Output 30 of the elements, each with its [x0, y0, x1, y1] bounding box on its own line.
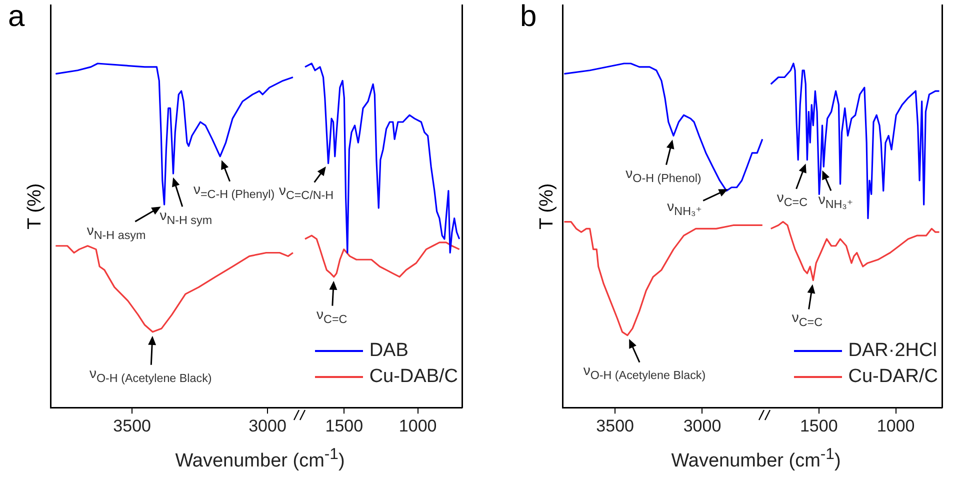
- annotation: ν$_{N-H asym}$: [86, 222, 146, 244]
- annotation: ν$_{O-H (Acetylene Black)}$: [89, 364, 212, 387]
- y-axis-title: T (%): [536, 183, 558, 230]
- annotation: ν$_{=C-H (Phenyl)}$: [193, 181, 275, 204]
- x-tick-label: 1500: [800, 416, 838, 436]
- legend-label: Cu-DAB/C: [369, 366, 458, 388]
- chart-title: a: [8, 0, 25, 34]
- annotation: ν$_{N-H sym}$: [160, 206, 212, 228]
- annotation: ν$_{C=C/N-H}$: [278, 182, 334, 204]
- x-tick-label: 3000: [683, 416, 722, 436]
- legend-label: DAB: [369, 340, 408, 362]
- x-tick-label: 1000: [876, 416, 915, 436]
- x-tick-label: 3500: [113, 416, 151, 436]
- annotation: ν$_{NH₃⁺}$: [818, 190, 854, 213]
- y-axis-title: T (%): [24, 183, 46, 230]
- annotation: ν$_{NH₃⁺}$: [667, 198, 702, 220]
- annotation: ν$_{O-H (Acetylene Black)}$: [583, 362, 706, 384]
- annotation: ν$_{C=C}$: [316, 306, 348, 328]
- x-tick-label: 3000: [248, 416, 286, 436]
- chart-title: b: [520, 0, 537, 34]
- x-tick-label: 1500: [325, 416, 364, 436]
- x-axis-title: Wavenumber (cm$^{-1}$): [670, 446, 842, 472]
- annotation: ν$_{C=C}$: [792, 309, 822, 332]
- annotation: ν$_{O-H (Phenol)}$: [626, 164, 702, 187]
- x-axis-title: Wavenumber (cm$^{-1}$): [174, 446, 346, 472]
- x-tick-label: 1000: [398, 416, 437, 436]
- x-tick-label: 3500: [596, 416, 634, 436]
- legend-label: Cu-DAR/C: [848, 366, 938, 388]
- annotation: ν$_{C=C}$: [776, 188, 808, 211]
- legend-label: DAR·2HCl: [848, 340, 937, 362]
